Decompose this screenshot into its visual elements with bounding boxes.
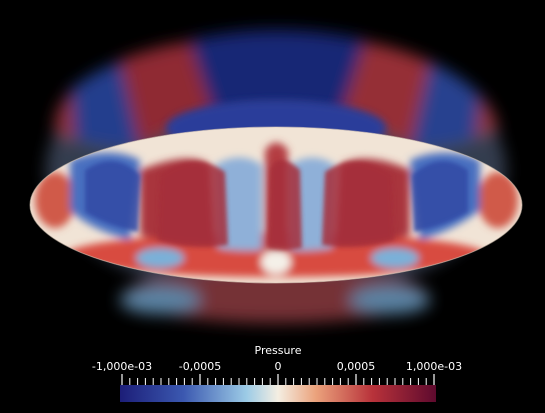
colorbar-title: Pressure bbox=[255, 344, 302, 357]
tick-label: 0 bbox=[275, 360, 282, 373]
disk-rim bbox=[29, 126, 523, 284]
ticks: -1,000e-03 -0,0005 0 0,0005 1,000e-03 bbox=[92, 360, 462, 385]
tick-label: -1,000e-03 bbox=[92, 360, 152, 373]
colorbar: Pressure -1,000e-03 -0,0005 0 0,0005 1,000e-… bbox=[92, 344, 462, 402]
tick-label: 1,000e-03 bbox=[406, 360, 462, 373]
colorbar-gradient bbox=[120, 385, 436, 402]
cut-plane bbox=[30, 127, 522, 283]
tick-label: 0,0005 bbox=[337, 360, 376, 373]
tick-label: -0,0005 bbox=[179, 360, 221, 373]
